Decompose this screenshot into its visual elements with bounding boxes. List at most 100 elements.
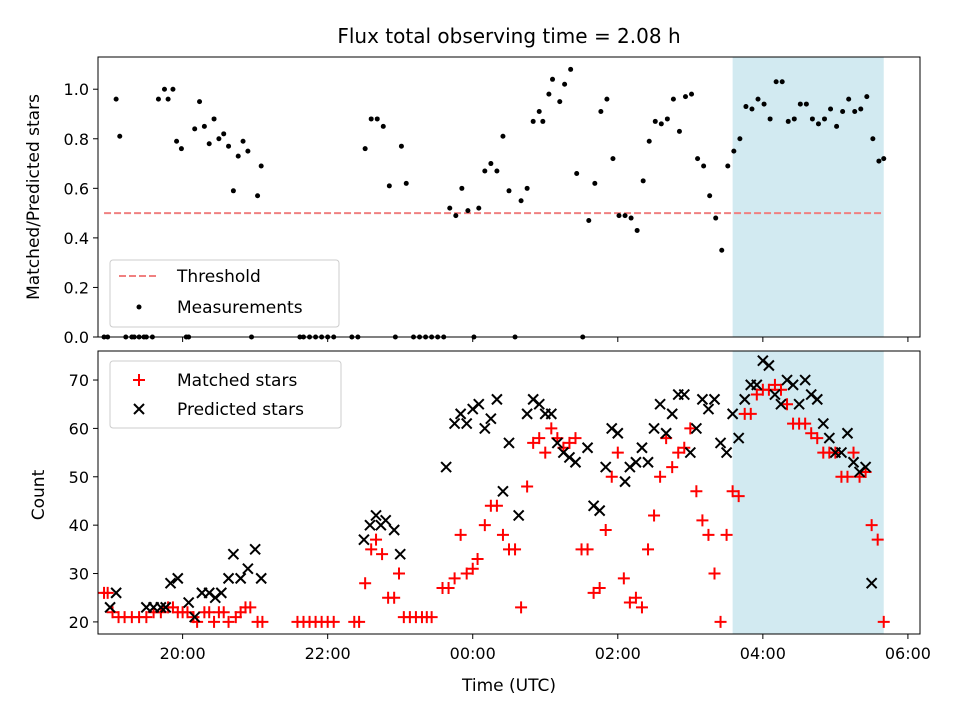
matched-star-point — [799, 417, 812, 430]
matched-star-point — [702, 528, 715, 541]
matched-star-point — [539, 446, 552, 459]
measurement-point — [197, 99, 203, 105]
measurement-point — [386, 183, 392, 189]
predicted-star-point — [654, 398, 666, 410]
measurement-point — [640, 178, 646, 184]
matched-star-point — [587, 586, 600, 599]
measurement-point — [815, 121, 821, 127]
measurement-point — [211, 116, 217, 122]
measurement-point — [809, 116, 815, 122]
matched-star-point — [684, 422, 697, 435]
predicted-legend-label: Predicted stars — [177, 400, 304, 420]
matched-star-point — [521, 480, 534, 493]
matched-star-point — [617, 572, 630, 585]
measurement-point — [713, 215, 719, 221]
matched-star-point — [376, 548, 389, 561]
measurement-point — [398, 143, 404, 149]
measurement-point — [707, 193, 713, 199]
matched-star-point — [471, 553, 484, 566]
matched-star-point — [425, 611, 438, 624]
predicted-star-point — [811, 393, 823, 406]
matched-star-point — [581, 543, 594, 556]
measurement-point — [403, 180, 409, 186]
predicted-stars-points — [104, 354, 878, 623]
matched-star-point — [217, 606, 230, 619]
matched-star-point — [545, 422, 558, 435]
measurement-point — [586, 218, 592, 224]
matched-star-point — [696, 514, 709, 527]
measurement-point — [506, 188, 512, 194]
predicted-star-point — [454, 408, 467, 420]
measurement-point — [646, 138, 652, 144]
matched-star-point — [327, 615, 340, 628]
measurement-point — [230, 188, 236, 194]
measurement-point — [165, 96, 171, 102]
predicted-star-point — [255, 572, 267, 585]
predicted-star-point — [690, 422, 703, 435]
y-tick-label: 20 — [69, 613, 89, 632]
predicted-star-point — [739, 393, 751, 406]
measurement-point — [731, 148, 737, 154]
matched-star-point — [496, 528, 509, 541]
measurement-point — [598, 109, 604, 115]
measurement-point — [616, 213, 622, 219]
predicted-star-point — [581, 442, 594, 454]
matched-star-point — [191, 615, 204, 628]
matched-star-point — [593, 582, 606, 595]
predicted-star-point — [551, 437, 564, 449]
count-y-ticks: 20 30 40 50 60 70 — [69, 371, 98, 632]
predicted-star-point — [859, 461, 872, 473]
matched-star-point — [353, 615, 366, 628]
matched-star-point — [222, 615, 235, 628]
matched-star-point — [726, 485, 739, 498]
threshold-legend-label: Threshold — [176, 267, 261, 287]
predicted-star-point — [110, 587, 122, 599]
measurement-point — [216, 136, 222, 142]
measurement-point — [628, 215, 634, 221]
predicted-star-point — [370, 509, 382, 522]
measurement-point — [737, 136, 743, 142]
measurement-point — [206, 141, 212, 147]
y-tick-label: 50 — [69, 468, 89, 487]
predicted-star-point — [358, 533, 370, 546]
predicted-star-point — [787, 379, 799, 391]
predicted-star-point — [104, 601, 116, 614]
measurement-point — [192, 126, 198, 132]
measurement-point — [465, 208, 471, 214]
measurement-point — [530, 118, 536, 124]
matched-star-point — [605, 470, 618, 483]
matched-star-point — [871, 533, 884, 546]
measurement-point — [500, 133, 506, 139]
matched-star-point — [208, 615, 221, 628]
predicted-star-point — [847, 456, 860, 468]
ratio-y-ticks: 0.0 0.2 0.4 0.6 0.8 1.0 — [64, 80, 98, 347]
matched-star-point — [781, 398, 794, 411]
measurement-point — [676, 128, 682, 134]
measurement-point — [550, 76, 556, 82]
measurement-point — [592, 180, 598, 186]
matched-star-point — [490, 499, 503, 512]
matched-star-point — [654, 470, 667, 483]
measurement-point — [664, 116, 670, 122]
predicted-star-point — [666, 408, 678, 420]
predicted-star-point — [763, 359, 775, 372]
matched-star-point — [527, 436, 540, 449]
predicted-star-point — [364, 519, 376, 531]
measurement-point — [117, 133, 123, 139]
predicted-star-point — [512, 509, 525, 522]
matched-star-point — [629, 591, 642, 604]
predicted-star-point — [503, 437, 515, 449]
measurement-point — [540, 118, 546, 124]
matched-star-point — [442, 582, 455, 595]
measurement-point — [201, 123, 207, 129]
predicted-star-point — [491, 393, 503, 406]
predicted-star-point — [533, 398, 545, 410]
measurement-point — [380, 123, 386, 129]
measurement-point — [494, 168, 500, 174]
predicted-star-point — [172, 572, 184, 585]
matched-star-point — [623, 596, 636, 609]
y-tick-label: 0.4 — [64, 229, 89, 248]
measurements-legend-label: Measurements — [177, 298, 303, 318]
predicted-star-point — [164, 577, 177, 589]
matched-star-point — [466, 562, 479, 575]
